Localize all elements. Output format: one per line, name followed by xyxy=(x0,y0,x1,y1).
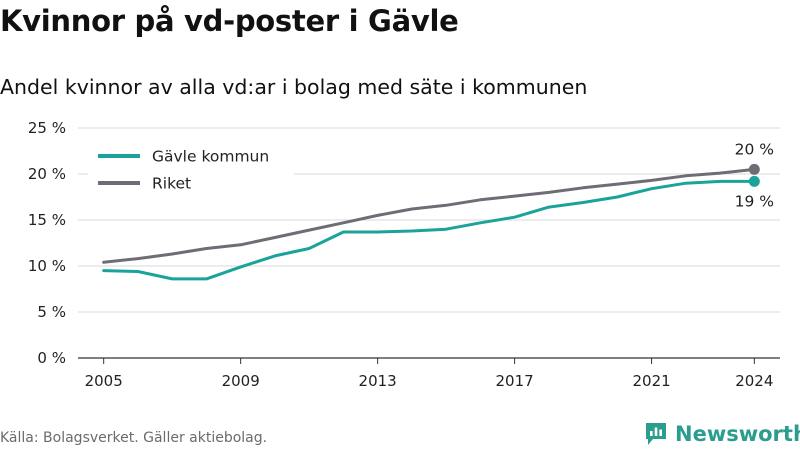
x-tick-label: 2013 xyxy=(359,372,397,390)
chart-subtitle: Andel kvinnor av alla vd:ar i bolag med … xyxy=(0,75,588,99)
brand-logo: Newsworthy xyxy=(644,419,800,449)
brand-name: Newsworthy xyxy=(675,422,800,446)
chart-title: Kvinnor på vd-poster i Gävle xyxy=(0,4,459,38)
legend-background xyxy=(88,142,294,198)
series-lines xyxy=(102,163,760,281)
end-labels: 19 % 20 % xyxy=(735,140,774,210)
series-line-gävle-kommun xyxy=(102,179,756,281)
end-label-gävle-kommun: 19 % xyxy=(735,192,774,210)
x-tick-label: 2024 xyxy=(735,372,773,390)
series-line-riket xyxy=(102,167,756,264)
x-tick-label: 2021 xyxy=(632,372,670,390)
y-axis: 0 % 5 % 10 % 15 % 20 % 25 % xyxy=(28,119,66,367)
end-label-riket: 20 % xyxy=(735,140,774,158)
x-tick-label: 2005 xyxy=(85,372,123,390)
end-point-riket xyxy=(748,163,760,175)
y-tick-label: 10 % xyxy=(28,257,66,275)
x-axis: 2005 2009 2013 2017 2021 2024 xyxy=(85,358,773,390)
legend-label-riket: Riket xyxy=(152,175,191,193)
x-tick-label: 2009 xyxy=(222,372,260,390)
line-chart: 0 %5 %10 %15 %20 %25 % 2005 2009 2013 2017 2… xyxy=(28,119,780,390)
y-tick-label: 25 % xyxy=(28,119,66,137)
y-tick-label: 15 % xyxy=(28,211,66,229)
y-tick-label: 5 % xyxy=(37,303,66,321)
x-tick-label: 2017 xyxy=(496,372,534,390)
legend: Gävle kommun Riket xyxy=(88,142,294,198)
end-point-gävle-kommun xyxy=(748,175,760,187)
y-tick-label: 0 % xyxy=(37,349,66,367)
source-note: Källa: Bolagsverket. Gäller aktiebolag. xyxy=(0,430,268,446)
legend-label-gävle-kommun: Gävle kommun xyxy=(152,148,269,166)
bar-chart-icon xyxy=(646,423,666,445)
y-tick-label: 20 % xyxy=(28,165,66,183)
